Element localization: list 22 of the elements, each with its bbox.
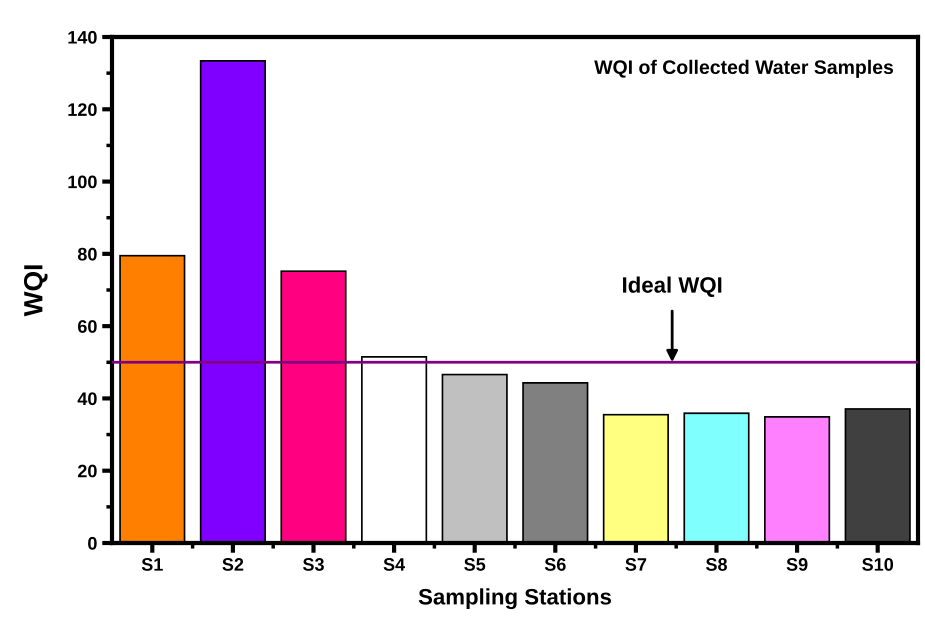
text: WQI of Collected Water Samples bbox=[594, 60, 894, 78]
x-axis-title: Sampling Stations bbox=[418, 588, 612, 610]
x-tick-label: S9 bbox=[786, 558, 808, 571]
y-tick-label: 0 bbox=[88, 536, 97, 550]
x-tick-label: S6 bbox=[544, 558, 566, 571]
x-tick-label: S8 bbox=[706, 558, 727, 571]
y-tick-label: 120 bbox=[68, 103, 97, 116]
y-tick-label: 80 bbox=[78, 248, 97, 261]
x-tick-label: S2 bbox=[222, 558, 244, 571]
ref-line-label: Ideal WQI bbox=[623, 276, 722, 297]
x-tick-label: S10 bbox=[862, 558, 894, 571]
y-tick-label: 20 bbox=[78, 464, 97, 478]
x-tick-label: S3 bbox=[302, 558, 324, 571]
y-tick-label: 100 bbox=[68, 176, 97, 188]
y-tick-label: 60 bbox=[78, 320, 97, 333]
y-tick-label: 40 bbox=[78, 392, 97, 406]
x-tick-label: S7 bbox=[625, 558, 646, 571]
x-tick-label: S4 bbox=[384, 558, 406, 571]
y-tick-label: 140 bbox=[68, 30, 97, 44]
y-axis-title: WQI bbox=[24, 265, 48, 316]
x-tick-label: S5 bbox=[464, 558, 486, 571]
x-tick-label: S1 bbox=[142, 558, 163, 571]
